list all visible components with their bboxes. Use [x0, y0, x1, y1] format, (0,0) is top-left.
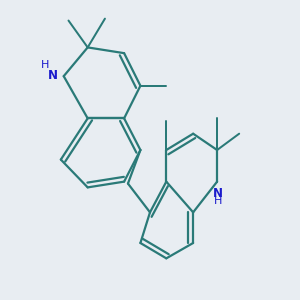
Text: N: N	[48, 69, 58, 82]
Text: H: H	[214, 196, 222, 206]
Text: H: H	[41, 60, 50, 70]
Text: N: N	[213, 188, 223, 200]
